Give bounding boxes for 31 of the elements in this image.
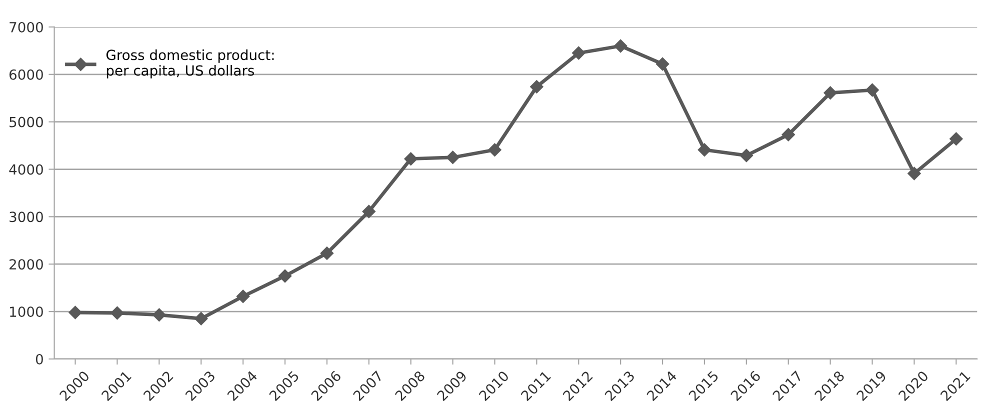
point [782,128,795,142]
y-tick-label: 5000 [10,116,43,128]
y-tick-label: 4000 [9,164,43,175]
y-tick-label: 6000 [9,69,43,80]
point [698,143,712,156]
point [740,148,754,162]
point [320,246,334,260]
point [404,152,418,166]
point [362,204,376,218]
point [614,39,628,53]
point [68,306,82,320]
legend-label: Gross domestic product: per capita, US dollars [106,49,274,78]
point [278,269,292,283]
y-tick-label: 1000 [10,306,43,318]
point [908,166,921,180]
point [152,308,166,322]
y-tick-label: 2000 [10,259,43,270]
point [236,290,250,303]
y-tick-label: 7000 [10,22,43,32]
point [530,80,544,94]
point [866,83,879,97]
point [824,86,837,100]
point [656,57,670,71]
y-tick-label: 0 [36,354,43,364]
point [950,132,963,146]
point [110,306,124,320]
y-tick-label: 3000 [10,212,43,222]
point [446,150,460,164]
point [194,312,208,326]
point [572,46,586,60]
point [488,143,502,156]
